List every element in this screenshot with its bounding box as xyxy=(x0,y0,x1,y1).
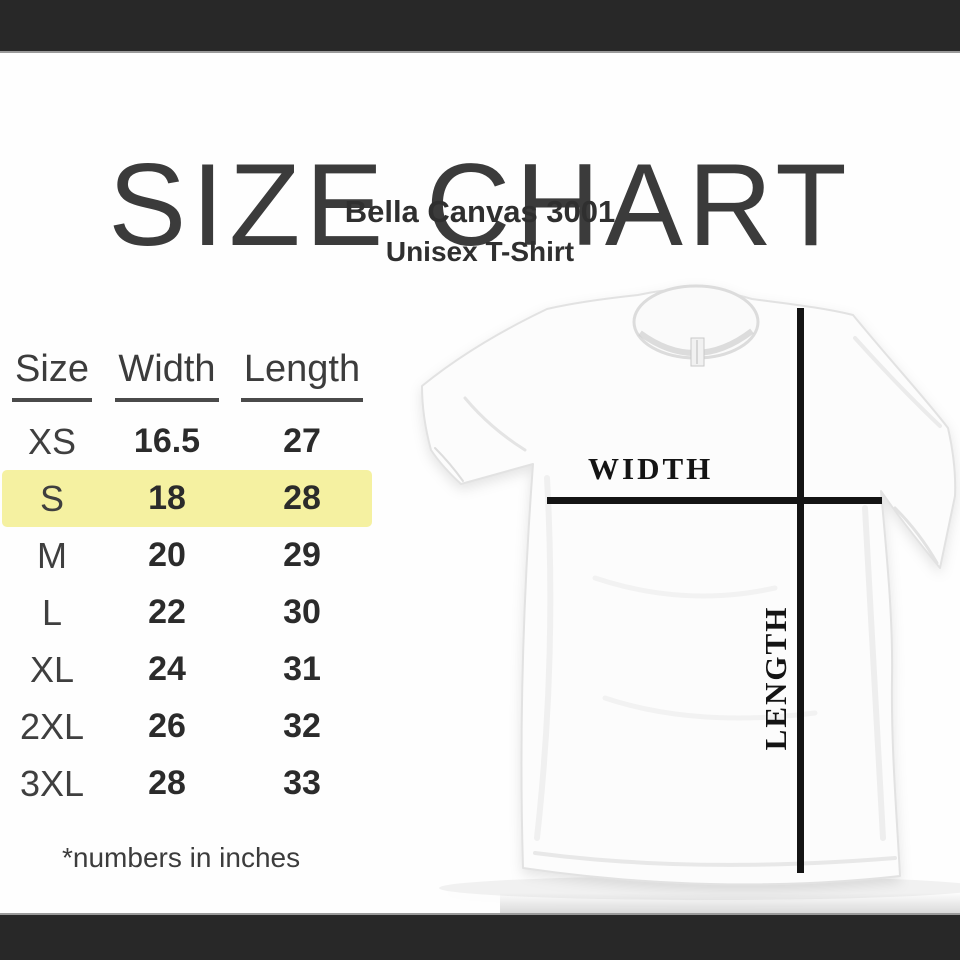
table-row-3xl: 3XL 28 33 xyxy=(2,755,372,812)
units-footnote: *numbers in inches xyxy=(62,842,301,873)
width-cell: 24 xyxy=(148,650,186,688)
top-letterbox-bar xyxy=(0,0,960,53)
table-row-xl: XL 24 31 xyxy=(2,641,372,698)
photo-bottom-edge xyxy=(500,893,960,915)
product-type: Unisex T-Shirt xyxy=(385,236,575,267)
tshirt-wrinkles xyxy=(434,336,942,867)
length-measure-line xyxy=(797,308,804,873)
tshirt-body xyxy=(421,288,957,886)
width-measure-line xyxy=(547,497,882,504)
table-row-l: L 22 30 xyxy=(2,584,372,641)
length-label: LENGTH xyxy=(758,605,793,751)
table-row-xs: XS 16.5 27 xyxy=(2,413,372,470)
size-table: Size Width Length XS 16.5 27 S 18 28 M 2… xyxy=(2,338,372,812)
size-cell: S xyxy=(39,477,64,519)
size-cell: XL xyxy=(29,648,75,690)
length-cell: 33 xyxy=(283,764,321,802)
width-cell: 16.5 xyxy=(133,422,201,460)
table-row-s-highlighted: S 18 28 xyxy=(2,470,372,527)
width-label: WIDTH xyxy=(588,451,714,486)
size-cell: XS xyxy=(27,420,77,462)
bottom-letterbox-bar xyxy=(0,913,960,960)
length-cell: 28 xyxy=(283,479,321,517)
size-cell: 3XL xyxy=(19,762,85,804)
table-header-row: Size Width Length xyxy=(2,338,372,413)
size-cell: L xyxy=(41,591,63,633)
width-cell: 20 xyxy=(148,536,186,574)
length-cell: 30 xyxy=(283,593,321,631)
length-cell: 27 xyxy=(283,422,321,460)
column-header-size: Size xyxy=(12,348,92,402)
size-cell: 2XL xyxy=(19,705,85,747)
product-name: Bella Canvas 3001 xyxy=(344,194,616,229)
width-cell: 22 xyxy=(148,593,186,631)
column-header-length: Length xyxy=(240,348,364,402)
width-cell: 26 xyxy=(148,707,186,745)
length-cell: 31 xyxy=(283,650,321,688)
length-cell: 32 xyxy=(283,707,321,745)
size-cell: M xyxy=(37,534,67,576)
page-title: SIZE CHART xyxy=(108,139,852,271)
width-cell: 18 xyxy=(148,479,186,517)
tshirt-photo xyxy=(421,284,960,900)
table-row-m: M 20 29 xyxy=(2,527,372,584)
table-row-2xl: 2XL 26 32 xyxy=(2,698,372,755)
length-cell: 29 xyxy=(283,536,321,574)
column-header-width: Width xyxy=(115,348,219,402)
width-cell: 28 xyxy=(148,764,186,802)
